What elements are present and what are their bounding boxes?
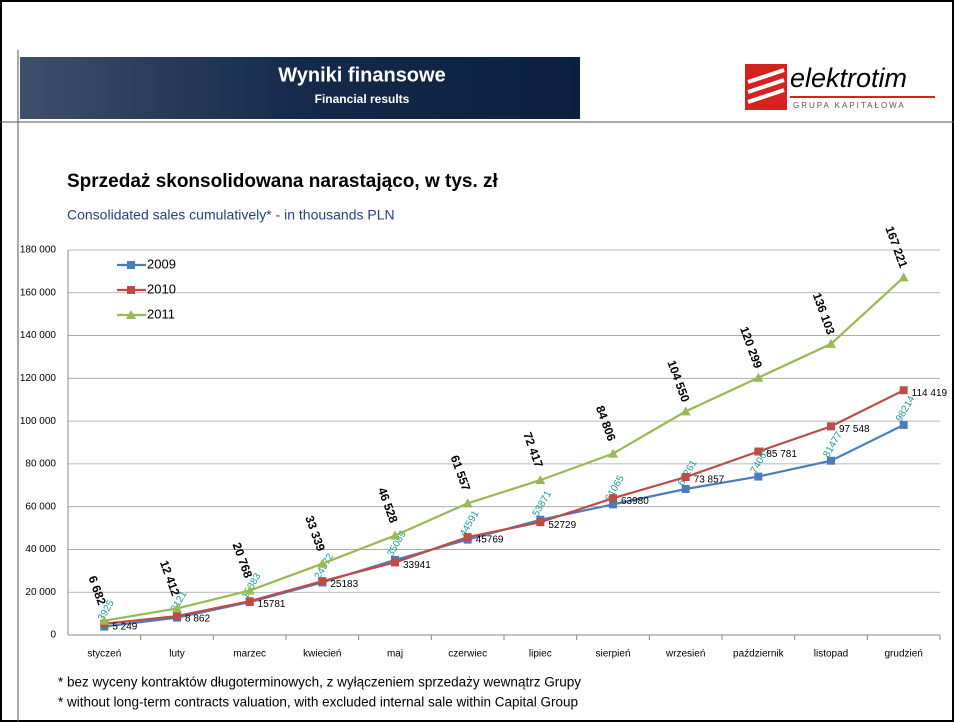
data-label: 104 550	[664, 358, 692, 404]
x-tick-label: maj	[387, 649, 403, 660]
header-band	[20, 57, 580, 119]
x-tick-label: marzec	[233, 649, 266, 660]
y-tick-label: 100 000	[20, 416, 57, 427]
x-tick-label: lipiec	[529, 649, 552, 660]
data-label: 61 557	[448, 453, 474, 493]
marker	[391, 558, 399, 567]
x-tick-label: styczeń	[87, 649, 121, 660]
marker	[463, 533, 472, 542]
footnote: * bez wyceny kontraktów długoterminowych…	[58, 675, 581, 690]
data-label: 5 249	[112, 621, 137, 632]
data-label: 46 528	[375, 486, 401, 526]
legend-label: 2010	[147, 281, 176, 296]
marker	[827, 456, 835, 465]
y-tick-label: 140 000	[20, 330, 57, 341]
chart-title: Sprzedaż skonsolidowana narastająco, w t…	[67, 171, 499, 192]
marker	[462, 498, 473, 508]
x-tick-label: grudzień	[884, 649, 922, 660]
marker	[608, 448, 618, 458]
data-label: 6 682	[85, 574, 109, 607]
x-tick-label: czerwiec	[448, 649, 487, 660]
data-label: 97 548	[839, 424, 870, 435]
marker	[753, 372, 764, 382]
marker	[536, 518, 545, 527]
header-subtitle: Financial results	[315, 92, 410, 106]
marker	[244, 585, 255, 595]
series-line	[104, 276, 905, 622]
marker	[318, 577, 327, 586]
data-label: 120 299	[737, 325, 765, 371]
data-label: 63980	[621, 496, 649, 507]
y-tick-label: 80 000	[25, 459, 56, 470]
marker	[172, 603, 182, 613]
legend-marker	[127, 261, 135, 269]
logo: elektrotim GRUPA KAPITAŁOWA	[745, 63, 935, 110]
logo-name: elektrotim	[790, 63, 907, 93]
data-label: 73 857	[694, 475, 725, 486]
marker	[680, 406, 691, 416]
data-label: 25183	[330, 579, 358, 590]
marker	[245, 597, 254, 606]
data-label: 167 221	[882, 224, 910, 270]
marker	[898, 272, 909, 282]
series-line	[104, 389, 905, 625]
footnote: * without long-term contracts valuation,…	[58, 695, 578, 710]
x-tick-label: luty	[169, 649, 185, 660]
y-tick-label: 120 000	[20, 373, 57, 384]
marker	[899, 420, 908, 429]
y-tick-label: 160 000	[20, 287, 57, 298]
y-tick-label: 60 000	[25, 501, 56, 512]
marker	[681, 473, 690, 482]
y-tick-label: 180 000	[20, 245, 57, 256]
marker	[317, 558, 328, 568]
data-label: 33 339	[302, 514, 328, 554]
marker	[173, 612, 181, 621]
marker	[754, 472, 763, 481]
x-tick-label: sierpień	[595, 649, 630, 660]
logo-icon-stripes	[747, 68, 785, 104]
data-label: 45769	[476, 535, 504, 546]
data-label: 20 768	[230, 541, 256, 581]
data-label: 15781	[258, 599, 286, 610]
marker	[899, 386, 908, 395]
x-tick-label: październik	[733, 649, 785, 660]
legend-marker	[127, 286, 135, 294]
data-label: 53871	[531, 489, 555, 519]
logo-tagline: GRUPA KAPITAŁOWA	[793, 101, 906, 110]
marker	[390, 530, 400, 540]
y-tick-label: 20 000	[25, 587, 56, 598]
data-label: 84 806	[593, 404, 619, 444]
marker	[609, 494, 617, 503]
x-tick-label: listopad	[814, 649, 848, 660]
legend-label: 2009	[147, 256, 176, 271]
marker	[535, 475, 546, 485]
marker	[681, 484, 690, 493]
legend-label: 2011	[147, 306, 175, 321]
chart-subtitle: Consolidated sales cumulatively* - in th…	[67, 207, 395, 223]
data-label: 8 862	[185, 614, 210, 625]
marker	[609, 500, 617, 509]
header-title: Wyniki finansowe	[278, 64, 445, 86]
data-label: 33941	[403, 560, 431, 571]
marker	[826, 338, 836, 348]
x-tick-label: kwiecień	[303, 649, 341, 660]
y-tick-label: 40 000	[25, 544, 56, 555]
marker	[99, 615, 110, 625]
data-label: 114 419	[912, 388, 948, 399]
x-tick-label: wrzesień	[665, 649, 705, 660]
marker	[754, 447, 763, 456]
data-label: 52729	[548, 520, 576, 531]
data-label: 136 103	[810, 291, 838, 337]
marker	[827, 422, 835, 431]
data-label: 85 781	[766, 449, 797, 460]
y-tick-label: 0	[50, 630, 56, 641]
legend-marker	[126, 310, 136, 319]
